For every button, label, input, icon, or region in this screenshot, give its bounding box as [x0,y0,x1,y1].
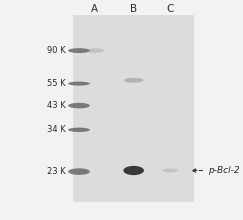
Text: 43 K: 43 K [47,101,66,110]
Text: 23 K: 23 K [47,167,66,176]
Ellipse shape [162,169,178,172]
Bar [73,15,194,202]
Ellipse shape [86,48,104,53]
Text: B: B [130,4,137,14]
Ellipse shape [68,168,90,175]
Text: A: A [91,4,98,14]
Ellipse shape [68,128,90,132]
Text: C: C [166,4,174,14]
Ellipse shape [123,166,144,175]
Ellipse shape [68,48,90,53]
Ellipse shape [68,103,90,108]
Text: 34 K: 34 K [47,125,66,134]
Text: p-Bcl-2: p-Bcl-2 [208,166,239,175]
Ellipse shape [68,82,90,86]
Ellipse shape [124,78,143,83]
Text: 55 K: 55 K [47,79,66,88]
Text: 90 K: 90 K [47,46,66,55]
